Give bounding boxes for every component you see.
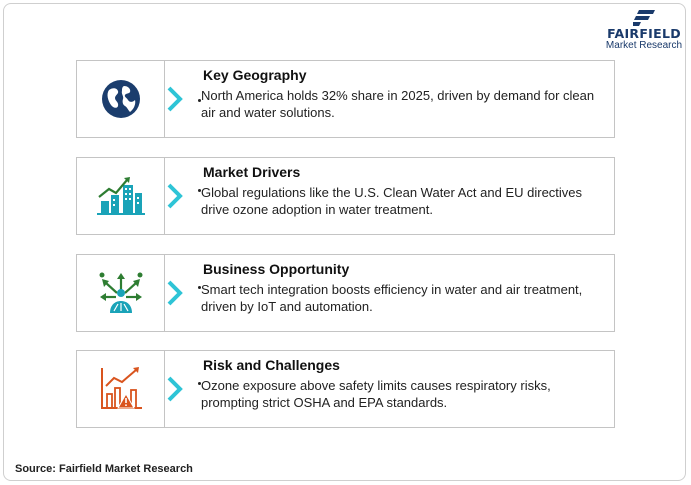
- card-title: Risk and Challenges: [203, 357, 340, 373]
- bullet-dot: [198, 99, 201, 102]
- card-description: North America holds 32% share in 2025, d…: [201, 88, 595, 120]
- source-note: Source: Fairfield Market Research: [15, 463, 193, 475]
- logo-brand: FAIRFIELD: [607, 26, 681, 41]
- card-description: Ozone exposure above safety limits cause…: [201, 378, 551, 410]
- card-risk-and-challenges: Risk and Challenges Ozone exposure above…: [76, 350, 615, 428]
- source-text: Source: Fairfield Market Research: [15, 463, 193, 475]
- growth-buildings-icon: [96, 177, 145, 215]
- card-business-opportunity: Business Opportunity Smart tech integrat…: [76, 254, 615, 332]
- chevron-right-icon: [167, 86, 183, 112]
- chevron-right-icon: [167, 376, 183, 402]
- card-key-geography: Key Geography North America holds 32% sh…: [76, 60, 615, 138]
- opportunity-arrows-icon: [99, 272, 142, 313]
- card-title: Market Drivers: [203, 164, 301, 180]
- icon-cell: [77, 61, 165, 137]
- card-title: Business Opportunity: [203, 261, 350, 277]
- card-description: Smart tech integration boosts efficiency…: [201, 282, 583, 314]
- card-title: Key Geography: [203, 67, 307, 83]
- chevron-right-icon: [167, 280, 183, 306]
- icon-cell: [77, 351, 165, 427]
- globe-icon: [101, 80, 140, 118]
- icon-cell: [77, 255, 165, 331]
- bullet-dot: [198, 286, 201, 289]
- card-description: Global regulations like the U.S. Clean W…: [201, 185, 583, 217]
- risk-chart-icon: [100, 367, 142, 409]
- card-market-drivers: Market Drivers Global regulations like t…: [76, 157, 615, 235]
- bullet-dot: [198, 382, 201, 385]
- icon-cell: [77, 158, 165, 234]
- logo: FAIRFIELD Market Research: [600, 10, 688, 52]
- bullet-dot: [198, 189, 201, 192]
- chevron-right-icon: [167, 183, 183, 209]
- frame: [3, 3, 686, 481]
- logo-subtitle: Market Research: [605, 40, 683, 51]
- fairfield-logo-mark-icon: [633, 10, 655, 26]
